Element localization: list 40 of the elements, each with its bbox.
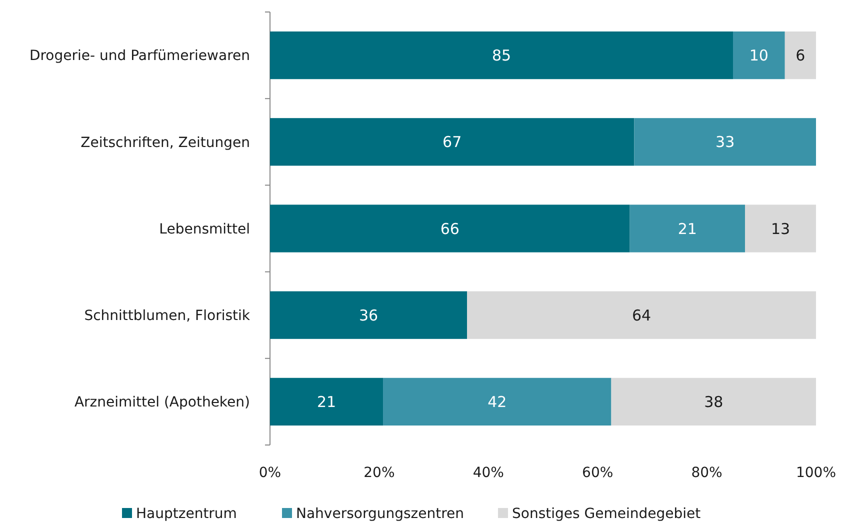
data-label: 13 [770, 220, 790, 238]
y-tick-label: Arzneimittel (Apotheken) [74, 394, 250, 411]
data-label: 36 [359, 306, 378, 324]
bar [733, 31, 785, 80]
bar [270, 204, 630, 252]
data-label: 6 [796, 46, 806, 65]
bar [270, 118, 634, 166]
x-tick-label: 20% [364, 464, 395, 481]
x-tick-label: 60% [582, 464, 614, 481]
y-tick-label: Zeitschriften, Zeitungen [80, 134, 250, 151]
data-label: 85 [492, 46, 512, 65]
data-label: 10 [749, 46, 768, 65]
bar [383, 378, 612, 426]
x-tick-label: 80% [691, 464, 722, 481]
y-tick-label: Drogerie- und Parfümeriewaren [29, 48, 250, 64]
data-label: 38 [704, 392, 724, 411]
y-tick-label: Schnittblumen, Floristik [84, 308, 251, 324]
bar [611, 378, 816, 426]
data-label: 64 [632, 306, 652, 324]
bar [784, 31, 816, 80]
bar [270, 291, 468, 339]
legend-label: Hauptzentrum [136, 506, 237, 522]
bar [630, 204, 746, 252]
y-tick-label: Lebensmittel [159, 221, 250, 238]
bar [270, 378, 384, 426]
data-label: 66 [440, 220, 460, 238]
bar [270, 31, 734, 80]
x-tick-label: 100% [796, 464, 836, 481]
bar [745, 204, 816, 252]
legend-label: Nahversorgungszentren [296, 506, 464, 522]
bar [467, 291, 816, 339]
bar [634, 118, 816, 166]
legend-label: Sonstiges Gemeindegebiet [512, 506, 702, 522]
data-label: 67 [442, 133, 462, 152]
data-label: 42 [488, 392, 507, 411]
data-label: 33 [716, 133, 735, 152]
data-label: 21 [678, 220, 697, 238]
x-tick-label: 40% [472, 464, 504, 481]
x-tick-label: 0% [258, 464, 282, 481]
data-label: 21 [316, 392, 336, 411]
